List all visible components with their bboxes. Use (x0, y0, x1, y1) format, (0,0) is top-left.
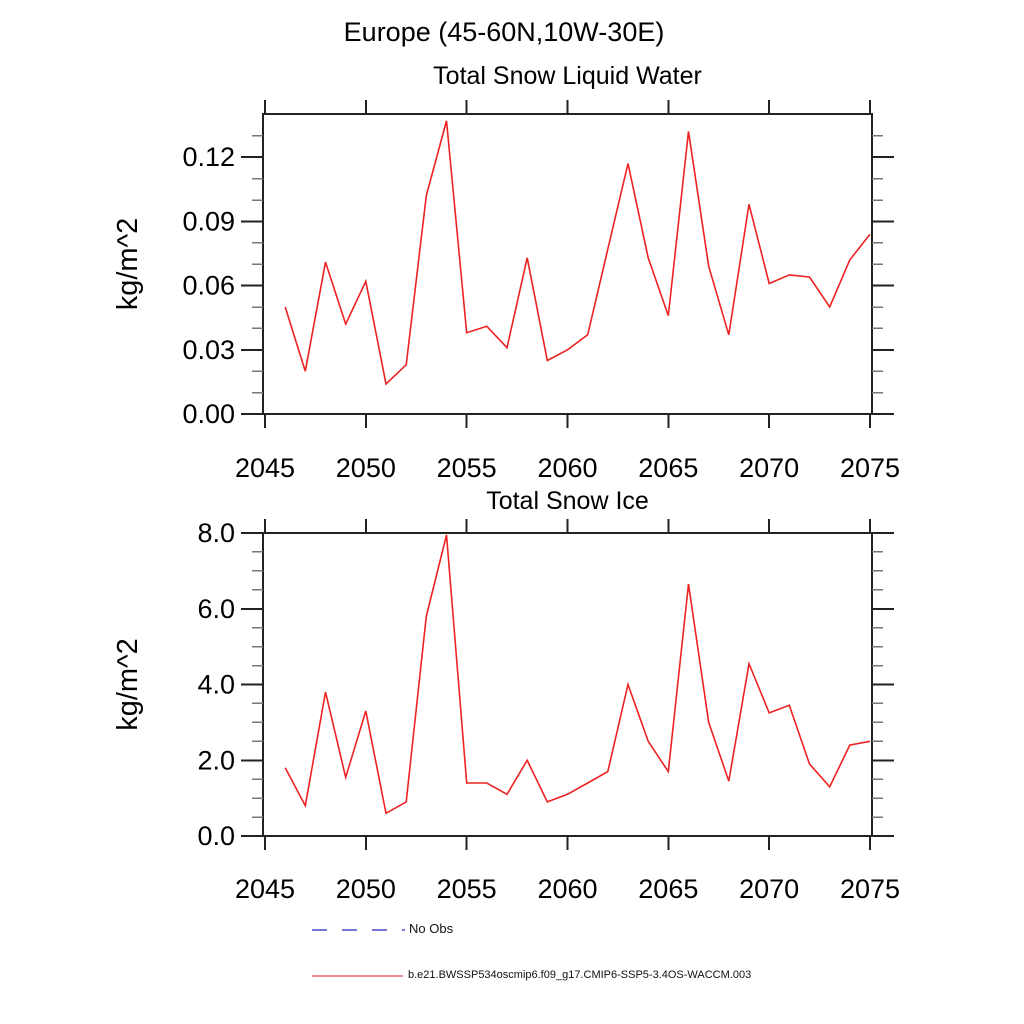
x-tick-label: 2050 (336, 453, 396, 483)
x-tick-label: 2065 (638, 453, 698, 483)
x-tick-label: 2060 (537, 874, 597, 904)
x-tick-label: 2065 (638, 874, 698, 904)
model-run-label: b.e21.BWSSP534oscmip6.f09_g17.CMIP6-SSP5… (408, 969, 752, 981)
y-tick-label: 2.0 (197, 745, 235, 775)
chart-title-total-snow-liquid-water: Total Snow Liquid Water (433, 62, 702, 90)
y-tick-label: 0.09 (182, 206, 235, 236)
x-tick-label: 2050 (336, 874, 396, 904)
plot-frame (262, 532, 873, 837)
y-tick-label: 0.00 (182, 399, 235, 429)
y-axis-label: kg/m^2 (112, 638, 144, 731)
y-tick-label: 0.03 (182, 335, 235, 365)
plot-frame (262, 113, 873, 415)
x-tick-label: 2055 (437, 453, 497, 483)
no-obs-line-swatch (312, 929, 405, 931)
y-tick-label: 0.12 (182, 142, 235, 172)
y-tick-label: 0.06 (182, 271, 235, 301)
y-axis-label: kg/m^2 (112, 218, 144, 311)
x-tick-label: 2075 (840, 453, 900, 483)
y-tick-label: 6.0 (197, 594, 235, 624)
x-tick-label: 2060 (537, 453, 597, 483)
x-tick-label: 2045 (235, 453, 295, 483)
series-line-total-snow-ice (284, 534, 871, 815)
x-tick-label: 2070 (739, 874, 799, 904)
model-line-swatch (312, 975, 403, 977)
y-tick-label: 4.0 (197, 670, 235, 700)
x-tick-label: 2045 (235, 874, 295, 904)
y-tick-label: 0.0 (197, 821, 235, 851)
x-tick-label: 2070 (739, 453, 799, 483)
x-tick-label: 2075 (840, 874, 900, 904)
chart-title-total-snow-ice: Total Snow Ice (486, 487, 649, 515)
chart-total-snow-ice: Total Snow Ice 2045 2050 2055 2060 2065 2070 20… (112, 487, 900, 904)
no-obs-label: No Obs (409, 921, 454, 936)
y-tick-label: 8.0 (197, 518, 235, 548)
x-tick-label: 2055 (437, 874, 497, 904)
chart-total-snow-liquid-water: Total Snow Liquid Water 2045 2050 2055 2060 2… (112, 62, 900, 483)
series-line-total-snow-liquid-water (284, 120, 871, 386)
main-title: Europe (45-60N,10W-30E) (343, 17, 665, 47)
